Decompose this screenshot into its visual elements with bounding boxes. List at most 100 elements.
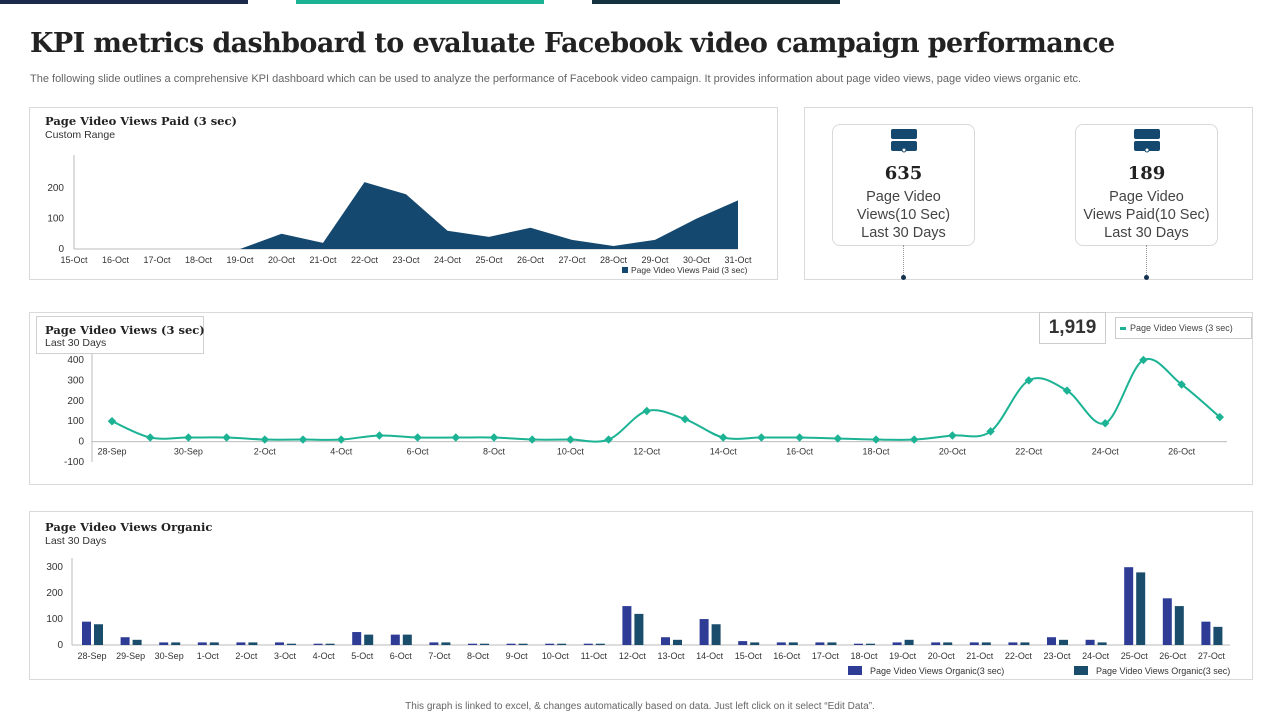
organic-bar [738, 641, 748, 645]
x-tick-label: 2-Oct [235, 651, 258, 661]
views-point [795, 433, 804, 442]
x-tick-label: 18-Oct [850, 651, 878, 661]
x-tick-label: 4-Oct [330, 447, 353, 457]
x-tick-label: 14-Oct [696, 651, 724, 661]
card-connector-dot [1144, 275, 1149, 280]
organic-bar [1059, 639, 1068, 645]
y-tick-label: 100 [47, 214, 64, 225]
organic-bar [750, 642, 760, 645]
x-tick-label: 12-Oct [633, 447, 661, 457]
organic-bar [236, 642, 246, 645]
x-tick-label: 19-Oct [889, 651, 917, 661]
organic-bar [892, 642, 902, 645]
server-icon [891, 129, 917, 153]
organic-bar [352, 632, 362, 645]
kpi-value-views: 635 [884, 163, 923, 184]
x-tick-label: 29-Sep [116, 651, 145, 661]
x-tick-label: 17-Oct [143, 255, 171, 265]
organic-bar [171, 642, 181, 645]
legend-swatch [1120, 327, 1126, 331]
y-tick-label: 400 [67, 355, 84, 366]
x-tick-label: 21-Oct [309, 255, 337, 265]
organic-bar [1136, 572, 1146, 645]
views-point [642, 406, 652, 416]
organic-bar [776, 642, 786, 645]
paid-views-title: Page Video Views Paid (3 sec) [45, 114, 237, 128]
x-tick-label: 13-Oct [657, 651, 685, 661]
organic-bar [788, 642, 798, 645]
y-tick-label: 0 [58, 244, 64, 255]
views-point [566, 435, 575, 444]
organic-bar [699, 619, 709, 645]
organic-bar [931, 642, 941, 645]
organic-bar [506, 643, 516, 645]
organic-bar [815, 642, 825, 645]
views-point [948, 431, 957, 440]
organic-bar [1097, 642, 1107, 645]
kpi-label-views: Page Video Views(10 Sec) Last 30 Days [856, 189, 951, 241]
organic-bar [287, 643, 296, 645]
x-tick-label: 10-Oct [557, 447, 585, 457]
x-tick-label: 12-Oct [619, 651, 647, 661]
views-title-box: Page Video Views (3 sec) Last 30 Days [36, 316, 205, 354]
y-tick-label: 200 [47, 183, 64, 194]
organic-bar [545, 643, 555, 645]
organic-panel: Page Video Views Organic Last 30 Days 0 1… [29, 511, 1253, 680]
x-tick-label: 5-Oct [351, 651, 374, 661]
views-legend: Page Video Views (3 sec) [1115, 317, 1252, 339]
x-tick-label: 30-Oct [683, 255, 711, 265]
views-point [184, 433, 193, 442]
x-tick-label: 27-Oct [558, 255, 586, 265]
x-tick-label: 23-Oct [392, 255, 420, 265]
x-tick-label: 9-Oct [506, 651, 529, 661]
organic-bar [429, 642, 439, 645]
organic-bar [402, 634, 412, 645]
legend-swatch [1074, 666, 1088, 675]
kpi-card-views-paid: 189 Page Video Views Paid(10 Sec) Last 3… [1075, 124, 1218, 246]
x-tick-label: 23-Oct [1043, 651, 1071, 661]
views-point [604, 435, 613, 444]
page-subtitle: The following slide outlines a comprehen… [30, 73, 1082, 85]
organic-bar [325, 643, 335, 645]
views-point [145, 433, 155, 442]
x-tick-label: 17-Oct [812, 651, 840, 661]
organic-title: Page Video Views Organic [45, 520, 213, 534]
paid-views-area [74, 182, 738, 249]
x-tick-label: 16-Oct [786, 447, 814, 457]
organic-bar [1174, 606, 1184, 645]
organic-bar [480, 643, 489, 645]
legend-swatch [848, 666, 862, 675]
organic-bar [904, 639, 914, 645]
x-tick-label: 26-Oct [517, 255, 545, 265]
organic-bar [1201, 621, 1211, 645]
kpi-card-views: 635 Page Video Views(10 Sec) Last 30 Day… [832, 124, 975, 246]
x-tick-label: 26-Oct [1168, 447, 1196, 457]
views-point [336, 435, 346, 444]
server-icon [1134, 129, 1160, 153]
organic-bar [197, 642, 207, 645]
organic-bar [313, 643, 323, 645]
x-tick-label: 22-Oct [1015, 447, 1043, 457]
x-tick-label: 30-Sep [155, 651, 184, 661]
organic-bar [622, 606, 632, 645]
views-point [451, 433, 461, 442]
organic-bar [969, 642, 979, 645]
organic-bar [1213, 626, 1223, 645]
x-tick-label: 16-Oct [773, 651, 801, 661]
views-subtitle: Last 30 Days [45, 337, 107, 349]
views-point [489, 433, 499, 442]
x-tick-label: 3-Oct [274, 651, 297, 661]
organic-bar [364, 634, 374, 645]
x-tick-label: 10-Oct [542, 651, 570, 661]
x-tick-label: 28-Oct [600, 255, 628, 265]
organic-bar [468, 643, 477, 645]
x-tick-label: 25-Oct [475, 255, 503, 265]
organic-bar [441, 642, 451, 645]
organic-bar [1008, 642, 1018, 645]
x-tick-label: 20-Oct [939, 447, 967, 457]
views-total-value: 1,919 [1039, 312, 1106, 344]
x-tick-label: 29-Oct [641, 255, 669, 265]
x-tick-label: 30-Sep [174, 447, 203, 457]
x-tick-label: 7-Oct [428, 651, 451, 661]
organic-bar [248, 642, 258, 645]
